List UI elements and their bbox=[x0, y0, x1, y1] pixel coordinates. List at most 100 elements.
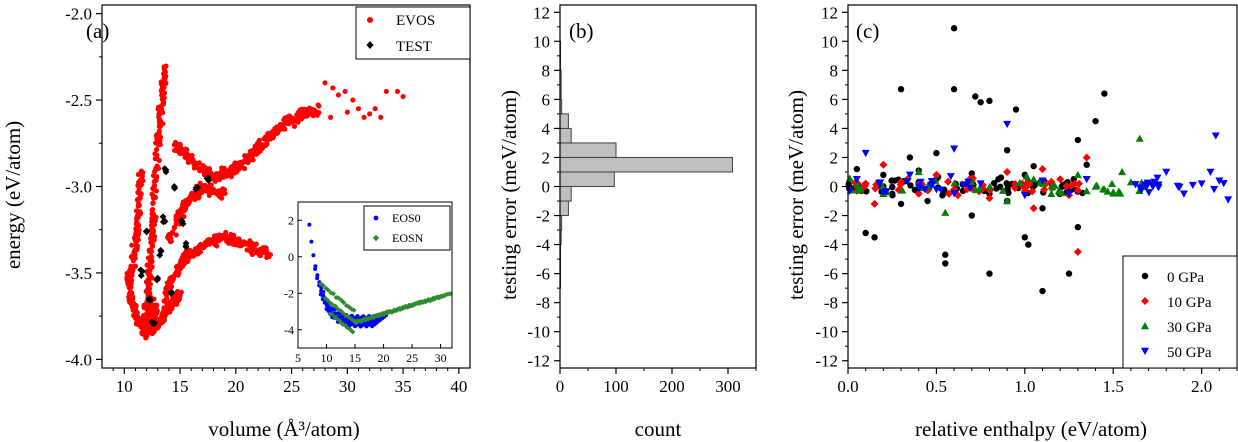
evos-point bbox=[185, 258, 191, 265]
inset-ytick-label: -4 bbox=[284, 323, 294, 337]
series-0-point bbox=[972, 93, 979, 100]
series-3-point bbox=[950, 190, 959, 198]
evos-point bbox=[227, 236, 234, 242]
evos-point bbox=[279, 122, 285, 128]
series-3-point bbox=[927, 177, 936, 186]
evos-point bbox=[151, 304, 157, 310]
evos-point bbox=[372, 106, 378, 112]
evos-point bbox=[274, 130, 280, 136]
evos-point bbox=[243, 156, 249, 162]
series-3-point bbox=[1224, 196, 1233, 204]
evos-point bbox=[159, 102, 165, 109]
evos-point bbox=[137, 177, 143, 183]
evos-point bbox=[148, 228, 155, 234]
series-3-point bbox=[1135, 184, 1144, 192]
evos-point bbox=[315, 102, 321, 108]
series-3-point bbox=[1153, 174, 1162, 182]
series-1-point bbox=[1073, 247, 1082, 256]
series-0-point bbox=[1074, 223, 1082, 231]
panel-a-xtick-label: 15 bbox=[172, 377, 189, 396]
series-3-point bbox=[920, 186, 929, 194]
evos-point bbox=[133, 242, 139, 249]
evos-point bbox=[174, 214, 180, 220]
evos-point bbox=[214, 176, 220, 182]
eosn-point bbox=[419, 299, 425, 305]
panel-a-xlabel: volume (Å³/atom) bbox=[208, 417, 360, 441]
series-2-point bbox=[1108, 179, 1117, 188]
panel-c-ytick-label: 8 bbox=[830, 61, 839, 80]
series-0-point bbox=[1031, 181, 1039, 189]
series-3-point bbox=[936, 186, 945, 194]
eosn-point bbox=[322, 295, 328, 301]
eosn-point bbox=[325, 287, 331, 293]
evos-point bbox=[219, 190, 225, 196]
evos-point bbox=[249, 247, 255, 253]
series-3-point bbox=[1179, 190, 1188, 198]
evos-point bbox=[330, 85, 336, 91]
eosn-point bbox=[370, 314, 376, 320]
series-3-point bbox=[861, 149, 870, 158]
series-2-point bbox=[950, 179, 959, 187]
series-3-point bbox=[875, 180, 884, 188]
test-point bbox=[148, 318, 156, 326]
series-3-point bbox=[1082, 176, 1091, 184]
series-2-point bbox=[1029, 175, 1038, 183]
series-0-point bbox=[993, 185, 1000, 192]
series-2-point bbox=[1073, 170, 1082, 179]
evos-point bbox=[148, 253, 154, 259]
series-0-point bbox=[977, 99, 984, 106]
series-2-point bbox=[1103, 187, 1112, 195]
series-3-point bbox=[966, 184, 975, 193]
evos-point bbox=[191, 165, 197, 171]
series-0-point bbox=[880, 171, 887, 179]
evos-point bbox=[208, 185, 214, 191]
histogram-bar bbox=[559, 127, 572, 144]
series-0-point bbox=[889, 183, 896, 191]
evos-point bbox=[344, 109, 350, 115]
evos-point bbox=[230, 241, 237, 247]
series-1-point bbox=[1029, 204, 1038, 213]
evos-point bbox=[148, 248, 154, 254]
evos-point bbox=[151, 186, 157, 192]
panel-a-ylabel: energy (eV/atom) bbox=[1, 121, 25, 269]
panel-c-xlabel: relative enthalpy (eV/atom) bbox=[915, 417, 1147, 441]
panel-b-label: (b) bbox=[569, 19, 594, 43]
series-3-point bbox=[916, 178, 925, 186]
panel-b-ytick-label: 8 bbox=[542, 61, 551, 80]
test-point bbox=[182, 239, 190, 247]
test-point bbox=[143, 227, 151, 235]
series-3-point bbox=[1148, 183, 1157, 191]
evos-point bbox=[173, 232, 179, 238]
eos0-point bbox=[313, 264, 318, 269]
evos-point bbox=[150, 309, 156, 315]
panel-b-ylabel: testing error (meV/atom) bbox=[497, 90, 521, 300]
eosn-point bbox=[360, 317, 366, 324]
eosn-point bbox=[343, 312, 349, 319]
evos-point bbox=[211, 233, 218, 239]
test-point bbox=[159, 213, 167, 221]
series-1-point bbox=[944, 177, 953, 186]
panel-a-ytick-label: -2.5 bbox=[65, 91, 92, 110]
evos-point bbox=[124, 274, 130, 280]
eosn-point bbox=[333, 303, 339, 309]
test-point bbox=[178, 217, 186, 224]
panel-a-xtick-label: 20 bbox=[227, 377, 244, 396]
series-2-point bbox=[1116, 189, 1125, 197]
evos-point bbox=[158, 79, 164, 85]
evos-point bbox=[231, 162, 237, 168]
eos0-point bbox=[315, 273, 320, 278]
series-0-point bbox=[1030, 162, 1037, 170]
evos-point bbox=[223, 234, 229, 240]
evos-point bbox=[179, 203, 185, 210]
evos-point bbox=[322, 80, 328, 86]
evos-point bbox=[181, 213, 187, 220]
series-3-point bbox=[976, 180, 985, 188]
series-0-point bbox=[1074, 136, 1082, 144]
panel-c-marks bbox=[845, 25, 1233, 295]
panel-c-axes: 0.0 0.5 1.0 1.5 2.0 -12 -10 -8 -6 -4 -2 0 2 4 6 8 10 12 bbox=[815, 3, 1238, 396]
evos-point bbox=[144, 312, 150, 318]
panel-c-ytick-label: 4 bbox=[830, 119, 839, 138]
eosn-point bbox=[380, 311, 387, 317]
series-1-point bbox=[1040, 185, 1049, 194]
